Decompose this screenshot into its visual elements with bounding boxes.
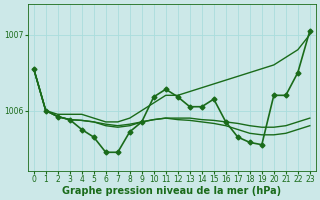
X-axis label: Graphe pression niveau de la mer (hPa): Graphe pression niveau de la mer (hPa) (62, 186, 281, 196)
